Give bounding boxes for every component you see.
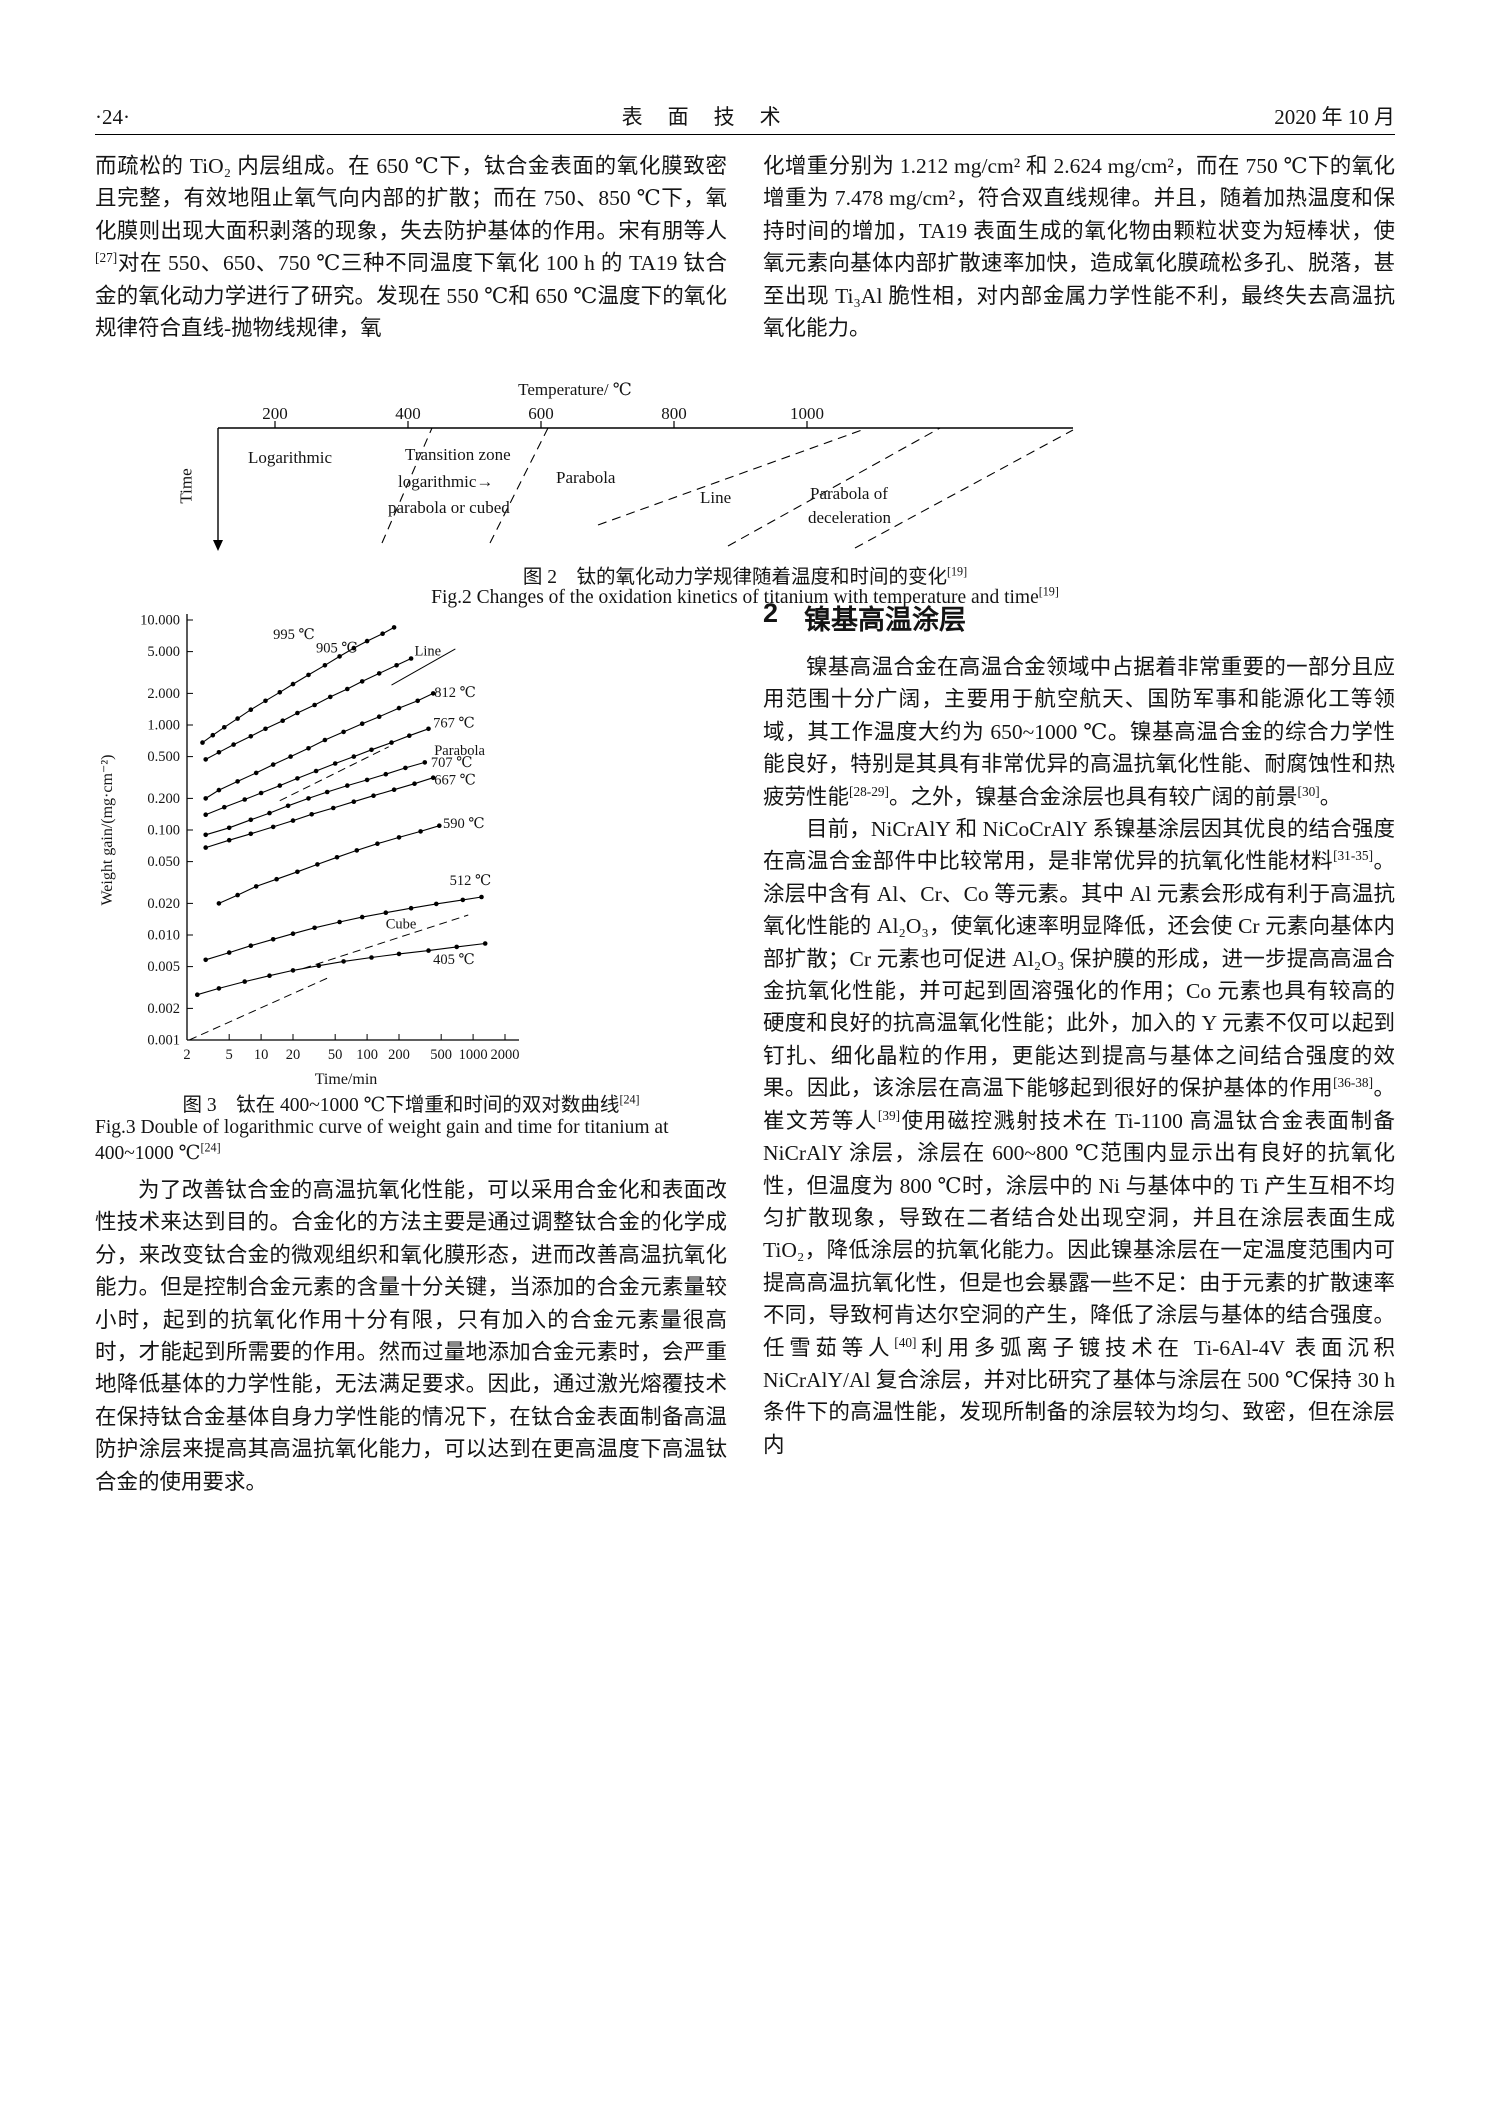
section2-paragraph-2: 目前，NiCrAlY 和 NiCoCrAlY 系镍基涂层因其优良的结合强度在高温… — [763, 817, 1395, 1457]
header-rule — [95, 134, 1395, 135]
fig2-label-transition-parabola-cubed: parabola or cubed — [388, 498, 510, 517]
fig2-label-logarithmic: Logarithmic — [248, 448, 333, 467]
svg-text:Cube: Cube — [386, 917, 417, 933]
figure3-plot: 10.000 5.000 2.000 1.000 0.500 0.200 0.100 0.05… — [99, 613, 520, 1089]
section-number: 2 — [763, 598, 779, 628]
page-number: ·24· — [95, 105, 130, 129]
svg-text:Parabola: Parabola — [434, 743, 485, 759]
svg-text:707 ℃: 707 ℃ — [431, 755, 473, 771]
page-header: ·24· 表 面 技 术 2020 年 10 月 — [95, 101, 1395, 131]
svg-text:812 ℃: 812 ℃ — [434, 685, 476, 701]
svg-text:5: 5 — [226, 1047, 233, 1063]
figure3-caption-zh: 图 3 钛在 400~1000 ℃下增重和时间的双对数曲线[24] — [182, 1092, 640, 1116]
fig2-tick-800: 800 — [661, 404, 687, 423]
section-heading: 2 镍基高温涂层 — [763, 598, 1395, 637]
svg-text:0.001: 0.001 — [147, 1033, 180, 1049]
svg-text:5.000: 5.000 — [147, 644, 180, 660]
figure2-time-axis-label: Time — [176, 468, 196, 504]
fig2-tick-1000: 1000 — [790, 404, 824, 423]
fig2-label-parabola-of: Parabola of — [810, 484, 888, 503]
svg-text:50: 50 — [328, 1047, 343, 1063]
svg-text:590 ℃: 590 ℃ — [443, 816, 485, 832]
svg-text:Line: Line — [414, 643, 441, 659]
figure2-temperature-axis-label: Temperature/ ℃ — [518, 380, 632, 399]
section2-paragraph-1: 镍基高温合金在高温合金领域中占据着非常重要的一部分且应用范围十分广阔，主要用于航… — [763, 655, 1395, 809]
svg-text:0.100: 0.100 — [147, 823, 180, 839]
svg-text:0.050: 0.050 — [147, 854, 180, 870]
fig2-tick-600: 600 — [528, 404, 554, 423]
figure3-chart: 10.000 5.000 2.000 1.000 0.500 0.200 0.100 0.05… — [95, 606, 575, 1089]
figure2-lines — [213, 421, 1074, 551]
section-title: 镍基高温涂层 — [804, 605, 967, 635]
svg-text:512 ℃: 512 ℃ — [450, 873, 492, 889]
paragraph-left-top: 而疏松的 TiO₂ 内层组成。在 650 ℃下，钛合金表面的氧化膜致密且完整，有… — [95, 154, 727, 341]
svg-text:1.000: 1.000 — [147, 718, 180, 734]
svg-text:0.010: 0.010 — [147, 928, 180, 944]
svg-text:2.000: 2.000 — [147, 686, 180, 702]
svg-text:Weight gain/(mg·cm⁻²): Weight gain/(mg·cm⁻²) — [99, 754, 116, 905]
figure2-diagram: Temperature/ ℃ 200 400 600 800 1000 Time… — [95, 380, 1395, 555]
svg-text:100: 100 — [356, 1047, 378, 1063]
svg-text:2000: 2000 — [491, 1047, 520, 1063]
fig2-tick-200: 200 — [262, 404, 288, 423]
paragraph-left-bottom: 为了改善钛合金的高温抗氧化性能，可以采用合金化和表面改性技术来达到目的。合金化的… — [95, 1178, 727, 1494]
figure2-caption-zh: 图 2 钛的氧化动力学规律随着温度和时间的变化[19] — [522, 564, 968, 588]
svg-text:0.500: 0.500 — [147, 749, 180, 765]
section-nickel-coatings: 2 镍基高温涂层 镍基高温合金在高温合金领域中占据着非常重要的一部分且应用范围十… — [763, 598, 1395, 1461]
journal-title: 表 面 技 术 — [621, 105, 783, 129]
svg-text:10: 10 — [254, 1047, 269, 1063]
svg-text:667 ℃: 667 ℃ — [434, 773, 476, 789]
svg-text:767 ℃: 767 ℃ — [433, 715, 475, 731]
fig2-label-transition-zone: Transition zone — [405, 445, 511, 464]
svg-text:10.000: 10.000 — [140, 613, 180, 629]
fig2-label-transition-logarithmic: logarithmic→ — [398, 472, 494, 491]
svg-text:405 ℃: 405 ℃ — [433, 952, 475, 968]
svg-text:0.002: 0.002 — [147, 1001, 180, 1017]
paragraph-right-top: 化增重分别为 1.212 mg/cm² 和 2.624 mg/cm²，而在 75… — [763, 154, 1395, 341]
svg-text:500: 500 — [430, 1047, 452, 1063]
svg-text:0.005: 0.005 — [147, 959, 180, 975]
svg-text:0.020: 0.020 — [147, 896, 180, 912]
svg-text:2: 2 — [183, 1047, 190, 1063]
svg-text:905 ℃: 905 ℃ — [316, 641, 358, 657]
svg-text:Time/min: Time/min — [315, 1071, 378, 1088]
fig2-label-line: Line — [700, 488, 732, 507]
svg-text:20: 20 — [286, 1047, 301, 1063]
svg-text:995 ℃: 995 ℃ — [273, 627, 315, 643]
fig2-tick-400: 400 — [395, 404, 421, 423]
svg-text:1000: 1000 — [459, 1047, 488, 1063]
figure2-caption-en: Fig.2 Changes of the oxidation kinetics … — [431, 584, 1059, 608]
figure3-caption-en: Fig.3 Double of logarithmic curve of wei… — [95, 1117, 669, 1164]
fig2-label-deceleration: deceleration — [808, 508, 892, 527]
issue-date: 2020 年 10 月 — [1274, 105, 1395, 129]
fig2-label-parabola: Parabola — [556, 468, 616, 487]
svg-text:200: 200 — [388, 1047, 410, 1063]
svg-text:0.200: 0.200 — [147, 791, 180, 807]
